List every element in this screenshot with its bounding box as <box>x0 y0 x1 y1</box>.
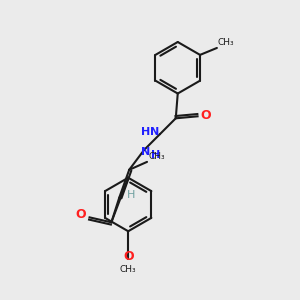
Text: H: H <box>127 190 135 200</box>
Text: CH₃: CH₃ <box>218 38 235 47</box>
Text: O: O <box>75 208 86 221</box>
Text: O: O <box>123 250 134 263</box>
Text: CH₃: CH₃ <box>120 265 136 274</box>
Text: H: H <box>141 127 151 137</box>
Text: CH₃: CH₃ <box>148 152 165 161</box>
Text: O: O <box>200 109 211 122</box>
Text: H: H <box>151 150 160 160</box>
Text: N: N <box>141 147 151 157</box>
Text: N: N <box>150 127 160 137</box>
